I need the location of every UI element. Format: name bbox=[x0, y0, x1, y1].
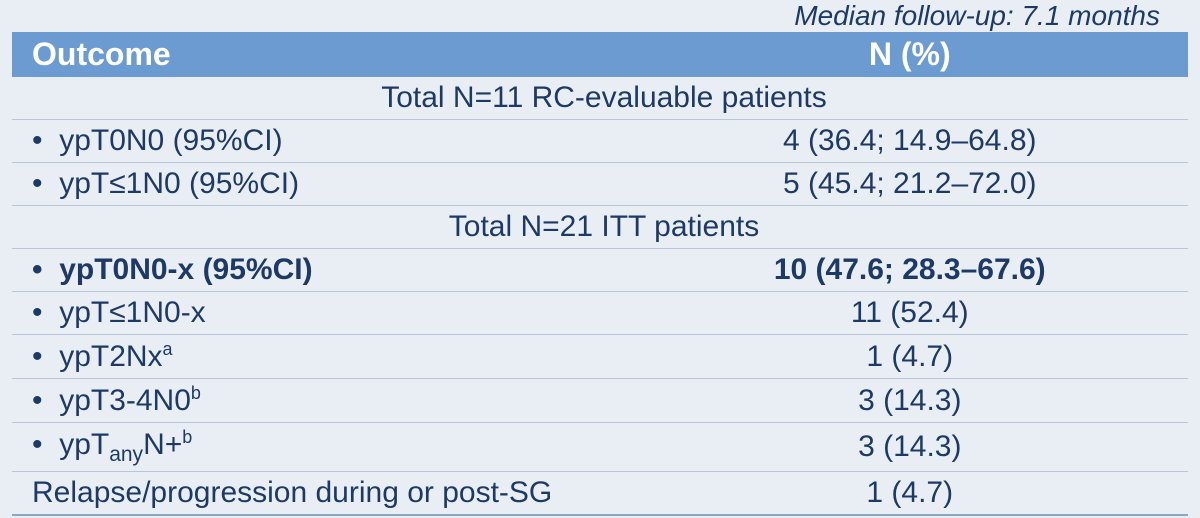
table-row: ypT≤1N0-x 11 (52.4) bbox=[12, 292, 1188, 335]
table-row: ypT≤1N0 (95%CI) 5 (45.4; 21.2–72.0) bbox=[12, 163, 1188, 206]
col-header-npct: N (%) bbox=[624, 32, 1188, 77]
outcomes-table: Outcome N (%) Total N=11 RC-evaluable pa… bbox=[12, 32, 1188, 516]
outcome-label: ypT3-4N0b bbox=[32, 384, 201, 417]
outcome-value: 5 (45.4; 21.2–72.0) bbox=[624, 163, 1188, 206]
table-row: ypT3-4N0b 3 (14.3) bbox=[12, 379, 1188, 423]
outcome-value: 1 (4.7) bbox=[624, 472, 1188, 516]
followup-note: Median follow-up: 7.1 months bbox=[794, 0, 1160, 32]
outcome-label: ypT≤1N0 (95%CI) bbox=[32, 167, 299, 200]
table-row: ypT0N0-x (95%CI) 10 (47.6; 28.3–67.6) bbox=[12, 249, 1188, 292]
outcome-label: Relapse/progression during or post-SG bbox=[12, 472, 624, 516]
table-row: ypTanyN+b 3 (14.3) bbox=[12, 423, 1188, 472]
outcome-value: 10 (47.6; 28.3–67.6) bbox=[624, 249, 1188, 292]
outcome-label: ypTanyN+b bbox=[32, 428, 192, 461]
table-row: ypT0N0 (95%CI) 4 (36.4; 14.9–64.8) bbox=[12, 120, 1188, 163]
col-header-outcome: Outcome bbox=[12, 32, 624, 77]
outcome-value: 1 (4.7) bbox=[624, 335, 1188, 379]
outcome-label: ypT≤1N0-x bbox=[32, 296, 206, 329]
outcome-value: 3 (14.3) bbox=[624, 423, 1188, 472]
outcome-label: ypT0N0-x (95%CI) bbox=[32, 253, 313, 286]
section-title: Total N=21 ITT patients bbox=[12, 206, 1188, 249]
section-title-row: Total N=21 ITT patients bbox=[12, 206, 1188, 249]
outcome-label: ypT2Nxa bbox=[32, 340, 173, 373]
outcome-value: 11 (52.4) bbox=[624, 292, 1188, 335]
section-title: Total N=11 RC-evaluable patients bbox=[12, 77, 1188, 120]
outcome-value: 4 (36.4; 14.9–64.8) bbox=[624, 120, 1188, 163]
outcome-value: 3 (14.3) bbox=[624, 379, 1188, 423]
section-title-row: Total N=11 RC-evaluable patients bbox=[12, 77, 1188, 120]
outcome-label: ypT0N0 (95%CI) bbox=[32, 124, 283, 157]
table-row: Relapse/progression during or post-SG 1 … bbox=[12, 472, 1188, 516]
table-row: ypT2Nxa 1 (4.7) bbox=[12, 335, 1188, 379]
